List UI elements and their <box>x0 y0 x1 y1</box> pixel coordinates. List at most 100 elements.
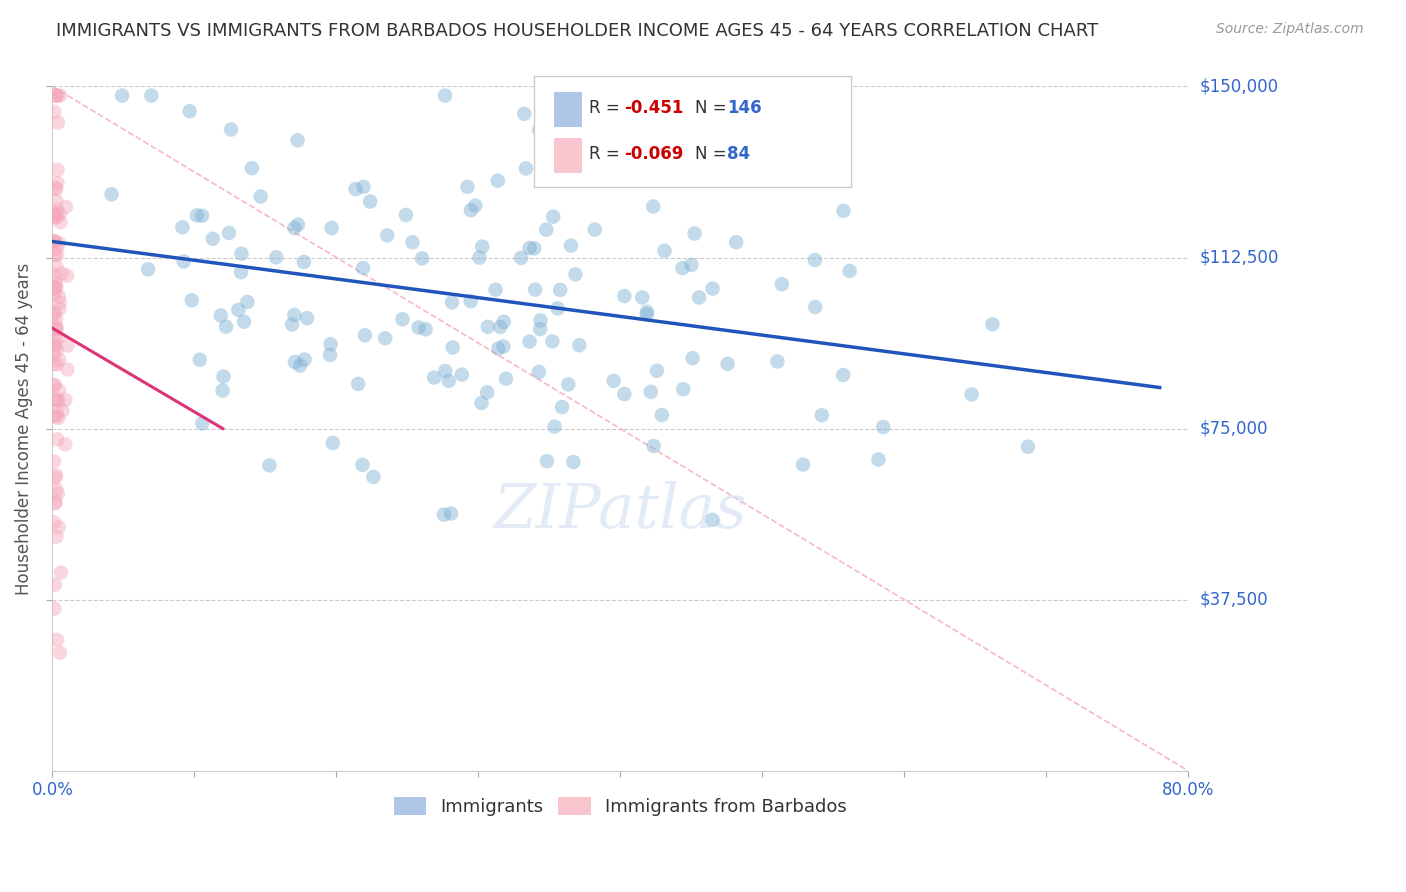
Point <box>484 283 506 297</box>
Point <box>173 254 195 268</box>
Point <box>702 513 724 527</box>
Point <box>529 123 551 137</box>
Point <box>45 392 67 407</box>
Point <box>215 319 238 334</box>
Point <box>583 222 606 236</box>
Point <box>44 286 66 301</box>
Point <box>640 384 662 399</box>
Point <box>395 208 418 222</box>
Point <box>960 387 983 401</box>
Point <box>283 221 305 235</box>
Point <box>229 265 252 279</box>
Point <box>49 215 72 229</box>
Point <box>44 234 66 248</box>
Point <box>44 495 66 509</box>
Point <box>51 267 73 281</box>
Point <box>188 352 211 367</box>
Point <box>45 194 67 209</box>
Point <box>295 311 318 326</box>
Point <box>240 161 263 176</box>
Point <box>529 313 551 327</box>
Point <box>872 420 894 434</box>
Point <box>45 182 67 196</box>
Point <box>46 116 69 130</box>
Point <box>53 392 76 407</box>
Point <box>519 241 541 255</box>
Point <box>44 88 66 103</box>
Point <box>375 228 398 243</box>
Point <box>48 330 70 344</box>
Point <box>792 128 814 142</box>
Point <box>551 400 574 414</box>
Text: N =: N = <box>695 145 731 163</box>
Point <box>46 162 69 177</box>
Point <box>45 210 67 224</box>
Point <box>651 408 673 422</box>
Point <box>354 328 377 343</box>
Point <box>259 458 281 473</box>
Point <box>218 226 240 240</box>
Point <box>523 241 546 255</box>
Point <box>228 302 250 317</box>
Point <box>45 530 67 544</box>
Point <box>46 433 69 447</box>
Point <box>45 482 67 496</box>
Point <box>471 239 494 253</box>
Point <box>832 368 855 382</box>
Text: $75,000: $75,000 <box>1199 419 1268 438</box>
Point <box>363 470 385 484</box>
Text: $150,000: $150,000 <box>1199 78 1278 95</box>
Point <box>44 248 66 262</box>
Point <box>44 206 66 220</box>
Point <box>141 88 163 103</box>
Point <box>529 322 551 336</box>
Point <box>441 295 464 310</box>
Point <box>486 342 509 356</box>
Point <box>547 301 569 316</box>
Point <box>810 409 832 423</box>
Point <box>49 88 72 103</box>
Point <box>1017 440 1039 454</box>
Point <box>645 364 668 378</box>
Point <box>804 300 827 314</box>
Point <box>470 396 492 410</box>
Point <box>55 200 77 214</box>
Point <box>42 282 65 296</box>
Point <box>211 384 233 398</box>
Point <box>434 88 457 103</box>
Point <box>49 566 72 580</box>
Point <box>477 319 499 334</box>
Point <box>180 293 202 308</box>
Point <box>688 290 710 304</box>
Point <box>460 203 482 218</box>
Point <box>468 251 491 265</box>
Point <box>536 223 558 237</box>
Point <box>606 169 628 183</box>
Point <box>460 294 482 309</box>
Text: Source: ZipAtlas.com: Source: ZipAtlas.com <box>1216 22 1364 37</box>
Point <box>344 182 367 196</box>
Text: 146: 146 <box>727 99 762 117</box>
Point <box>527 365 550 379</box>
Text: -0.451: -0.451 <box>624 99 683 117</box>
Point <box>48 290 70 304</box>
Text: IMMIGRANTS VS IMMIGRANTS FROM BARBADOS HOUSEHOLDER INCOME AGES 45 - 64 YEARS COR: IMMIGRANTS VS IMMIGRANTS FROM BARBADOS H… <box>56 22 1098 40</box>
Point <box>294 352 316 367</box>
Point <box>51 403 73 417</box>
Point <box>568 338 591 352</box>
Point <box>45 280 67 294</box>
Point <box>48 301 70 316</box>
Point <box>44 337 66 351</box>
Point <box>42 454 65 468</box>
Point <box>191 417 214 431</box>
Point <box>44 601 66 615</box>
Point <box>681 258 703 272</box>
Point <box>231 246 253 260</box>
Point <box>212 369 235 384</box>
Point <box>486 174 509 188</box>
Point <box>45 468 67 483</box>
Point <box>45 393 67 408</box>
Point <box>45 88 67 103</box>
Point <box>44 211 66 225</box>
Point <box>683 227 706 241</box>
